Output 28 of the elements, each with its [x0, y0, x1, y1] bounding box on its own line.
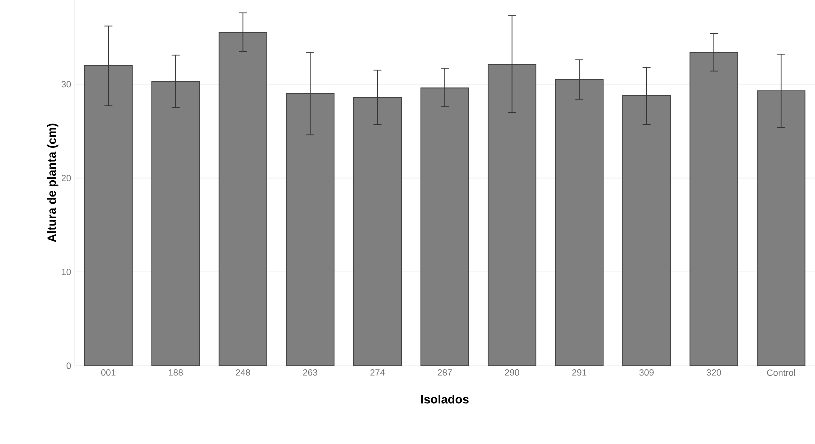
- x-tick-label: 309: [640, 370, 654, 376]
- bar: [353, 97, 402, 366]
- bar: [84, 65, 133, 366]
- bar: [152, 81, 200, 366]
- x-tick-label: 287: [438, 370, 452, 376]
- bar: [286, 93, 335, 366]
- y-tick-label: 0: [66, 362, 72, 370]
- x-tick-label: 290: [505, 370, 520, 376]
- y-axis-title: Altura de planta (cm): [47, 124, 59, 242]
- x-tick-label: 001: [101, 370, 116, 376]
- bar: [218, 32, 268, 366]
- x-tick-label: 248: [236, 370, 250, 376]
- x-tick-label: 274: [370, 370, 385, 376]
- x-tick-label: 320: [706, 370, 722, 376]
- bar: [690, 52, 738, 366]
- y-tick-label: 20: [62, 175, 72, 182]
- y-tick-label: 10: [62, 268, 72, 276]
- x-tick-label: 188: [169, 370, 184, 376]
- x-tick-label: 263: [303, 370, 318, 376]
- x-axis-title: Isolados: [421, 395, 469, 404]
- bar: [420, 88, 470, 366]
- y-tick-label: 30: [62, 81, 72, 88]
- bar: [488, 64, 537, 366]
- x-tick-label: 291: [572, 370, 587, 376]
- bar: [757, 90, 806, 366]
- x-tick-label: Control: [767, 370, 796, 376]
- bar: [555, 79, 604, 366]
- bar: [622, 95, 672, 366]
